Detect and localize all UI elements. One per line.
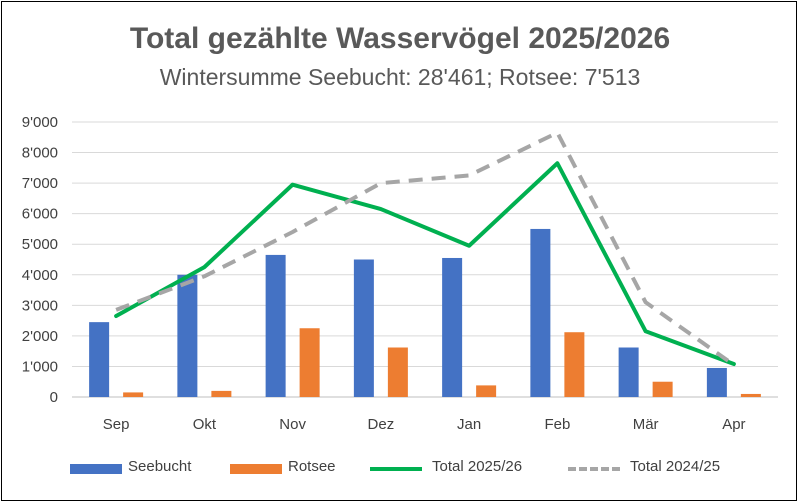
bar-rotsee-mär	[652, 381, 673, 397]
y-tick-label: 7'000	[22, 175, 58, 192]
bar-seebucht-feb	[530, 228, 551, 397]
bar-seebucht-dez	[353, 259, 374, 397]
x-tick-label: Mär	[633, 416, 659, 433]
y-tick-label: 8'000	[22, 145, 58, 162]
chart-subtitle: Wintersumme Seebucht: 28'461; Rotsee: 7'…	[159, 64, 641, 90]
x-tick-label: Nov	[279, 416, 306, 433]
line-total-2025-26	[114, 161, 736, 366]
x-axis-ticks: Sep Okt Nov Dez Jan Feb Mär Apr	[103, 416, 746, 433]
legend-label-rotsee: Rotsee	[288, 458, 336, 475]
y-axis-ticks: 0 1'000 2'000 3'000 4'000 5'000 6'000 7'000 8'00…	[22, 114, 58, 406]
x-tick-label: Apr	[722, 416, 745, 433]
x-tick-label: Jan	[457, 416, 481, 433]
line-series	[114, 130, 736, 367]
bar-seebucht-apr	[706, 367, 727, 397]
x-tick-label: Sep	[103, 416, 130, 433]
x-tick-label: Feb	[544, 416, 570, 433]
legend-label-seebucht: Seebucht	[128, 458, 192, 475]
bar-rotsee-sep	[123, 392, 144, 397]
y-tick-label: 3'000	[22, 297, 58, 314]
legend-label-total-2025-26: Total 2025/26	[432, 458, 523, 475]
bar-rotsee-okt	[211, 390, 232, 397]
bar-seebucht-mär	[618, 347, 639, 397]
bar-seebucht-nov	[265, 254, 286, 397]
x-tick-label: Okt	[193, 416, 217, 433]
y-tick-label: 2'000	[22, 328, 58, 345]
bar-seebucht-sep	[89, 322, 110, 397]
bar-seebucht-jan	[442, 257, 463, 397]
y-tick-label: 4'000	[22, 267, 58, 284]
bar-seebucht-okt	[177, 274, 198, 397]
legend-swatch-seebucht	[70, 464, 122, 474]
x-tick-label: Dez	[368, 416, 395, 433]
bar-rotsee-nov	[299, 328, 320, 397]
bar-rotsee-apr	[740, 393, 761, 397]
legend-swatch-rotsee	[230, 464, 282, 474]
y-tick-label: 6'000	[22, 206, 58, 223]
y-tick-label: 1'000	[22, 358, 58, 375]
y-tick-label: 0	[50, 389, 58, 406]
legend: Seebucht Rotsee Total 2025/26 Total 2024…	[0, 458, 800, 482]
line-total-2024-25	[115, 130, 736, 367]
bar-rotsee-jan	[476, 385, 497, 397]
y-tick-label: 9'000	[22, 114, 58, 131]
bar-rotsee-feb	[564, 332, 585, 397]
bar-rotsee-dez	[387, 347, 408, 397]
chart-title: Total gezählte Wasservögel 2025/2026	[129, 22, 671, 55]
bar-series	[89, 228, 761, 397]
y-tick-label: 5'000	[22, 236, 58, 253]
legend-line-total-2024-25	[568, 467, 620, 471]
legend-line-total-2025-26	[370, 467, 422, 471]
legend-label-total-2024-25: Total 2024/25	[630, 458, 721, 475]
